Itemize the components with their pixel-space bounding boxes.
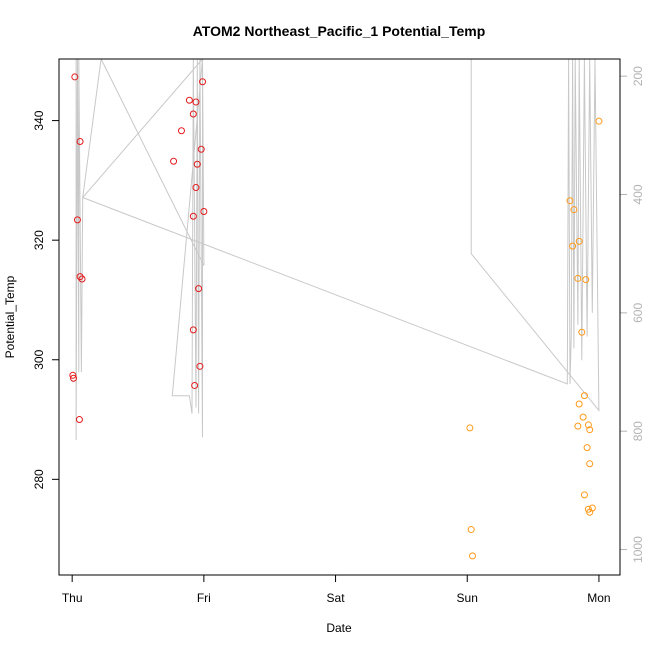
data-point — [586, 460, 594, 468]
data-point — [588, 504, 596, 512]
data-point — [170, 157, 178, 165]
x-axis-label: Date — [326, 621, 352, 635]
data-point — [580, 392, 588, 400]
data-point — [192, 98, 200, 106]
data-point — [566, 197, 574, 205]
data-point — [582, 276, 590, 284]
y-tick-label: 340 — [32, 110, 46, 130]
y2-tick-label: 600 — [631, 303, 645, 323]
data-point — [197, 145, 205, 153]
data-point — [195, 285, 203, 293]
data-point — [580, 491, 588, 499]
y2-tick-label: 800 — [631, 421, 645, 441]
data-point — [579, 413, 587, 421]
axes-layer: Thu Fri Sat Sun Mon 280 300 320 340 200 400 600 800 1… — [32, 66, 645, 605]
data-point — [583, 444, 591, 452]
data-point — [75, 416, 83, 424]
depth-line — [75, 59, 600, 441]
data-point — [189, 110, 197, 118]
x-tick-label: Mon — [587, 591, 610, 605]
data-point — [69, 371, 77, 379]
data-point — [570, 206, 578, 214]
y2-tick-label: 200 — [631, 66, 645, 86]
data-point — [193, 160, 201, 168]
data-point — [189, 326, 197, 334]
data-point — [192, 184, 200, 192]
y2-tick-label: 400 — [631, 184, 645, 204]
data-point — [575, 400, 583, 408]
points-layer — [69, 73, 603, 560]
data-point — [71, 73, 79, 81]
data-point — [200, 207, 208, 215]
data-point — [466, 424, 474, 432]
y-axis-label: Potential_Temp — [3, 275, 17, 358]
x-tick-label: Sun — [457, 591, 478, 605]
data-point — [584, 421, 592, 429]
x-tick-label: Fri — [197, 591, 211, 605]
x-tick-label: Sat — [327, 591, 346, 605]
y2-tick-label: 1000 — [631, 536, 645, 563]
data-point — [69, 374, 77, 382]
data-point — [575, 237, 583, 245]
y-tick-label: 320 — [32, 230, 46, 250]
data-point — [586, 426, 594, 434]
y-tick-label: 280 — [32, 469, 46, 489]
depth-line-layer — [75, 59, 600, 441]
data-point — [569, 242, 577, 250]
data-point — [469, 552, 477, 560]
data-point — [189, 212, 197, 220]
chart-title: ATOM2 Northeast_Pacific_1 Potential_Temp — [193, 23, 486, 39]
data-point — [73, 216, 81, 224]
data-point — [467, 526, 475, 534]
data-point — [574, 274, 582, 282]
data-point — [196, 362, 204, 370]
data-point — [574, 422, 582, 430]
plot-frame — [58, 58, 621, 576]
data-point — [595, 117, 603, 125]
data-point — [191, 381, 199, 389]
data-point — [199, 78, 207, 86]
y-tick-label: 300 — [32, 349, 46, 369]
data-point — [76, 138, 84, 146]
data-point — [78, 275, 86, 283]
data-point — [578, 328, 586, 336]
data-point — [177, 127, 185, 135]
x-tick-label: Thu — [62, 591, 83, 605]
data-point — [185, 96, 193, 104]
